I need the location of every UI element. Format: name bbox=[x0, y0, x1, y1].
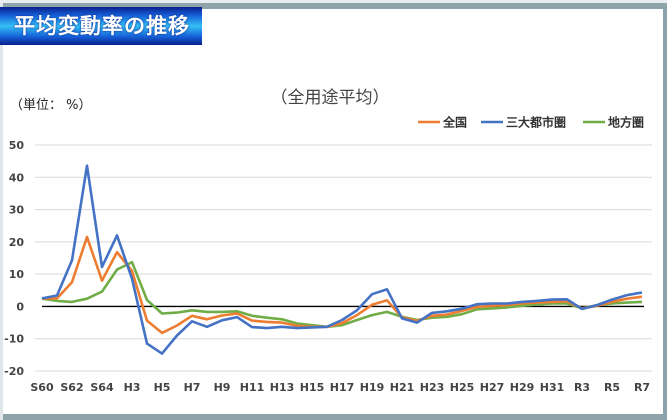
x-tick-label: H19 bbox=[360, 381, 385, 394]
y-tick-label: -20 bbox=[4, 365, 24, 378]
chart-title: （全用途平均） bbox=[271, 88, 390, 108]
x-tick-label: S62 bbox=[60, 381, 83, 394]
legend: 全国 三大都市圏 地方圏 bbox=[418, 115, 644, 130]
legend-label: 三大都市圏 bbox=[506, 115, 566, 130]
x-tick-label: H17 bbox=[330, 381, 355, 394]
x-tick-label: H15 bbox=[300, 381, 325, 394]
y-tick-label: -10 bbox=[4, 333, 24, 346]
grid-lines bbox=[35, 144, 652, 372]
x-axis-labels: S60 S62 S64 H3 H5 H7 H9 H11 H13 H15 H17 H19 H21 H23 H2… bbox=[30, 381, 650, 394]
x-tick-label: H7 bbox=[184, 381, 201, 394]
x-tick-label: R5 bbox=[604, 381, 620, 394]
y-tick-label: 40 bbox=[9, 171, 25, 184]
x-tick-label: H29 bbox=[510, 381, 535, 394]
series-line bbox=[41, 260, 643, 329]
series-lines bbox=[41, 164, 643, 355]
frame-right-border bbox=[663, 3, 667, 420]
frame-top-highlight bbox=[0, 0, 667, 3]
x-tick-label: R7 bbox=[634, 381, 650, 394]
frame-top-border bbox=[0, 3, 667, 9]
page-title: 平均変動率の推移 bbox=[0, 7, 202, 45]
x-tick-label: R3 bbox=[574, 381, 590, 394]
y-tick-label: 10 bbox=[9, 268, 25, 281]
y-tick-label: 50 bbox=[9, 139, 25, 152]
frame-left-border bbox=[0, 3, 3, 420]
frame-bottom-border bbox=[0, 414, 667, 420]
x-tick-label: S64 bbox=[90, 381, 114, 394]
x-tick-label: H13 bbox=[270, 381, 295, 394]
y-tick-label: 30 bbox=[9, 204, 25, 217]
x-tick-label: H31 bbox=[540, 381, 565, 394]
y-tick-label: 0 bbox=[16, 300, 24, 313]
legend-label: 全国 bbox=[442, 115, 467, 130]
legend-label: 地方圏 bbox=[608, 115, 644, 130]
x-tick-label: H23 bbox=[420, 381, 445, 394]
x-tick-label: H11 bbox=[240, 381, 265, 394]
x-tick-label: H21 bbox=[390, 381, 415, 394]
unit-label: （単位： %） bbox=[10, 97, 92, 113]
series-line bbox=[41, 164, 643, 355]
x-tick-label: H9 bbox=[214, 381, 231, 394]
y-tick-label: 20 bbox=[9, 236, 25, 249]
x-tick-label: H25 bbox=[450, 381, 475, 394]
series-line bbox=[42, 235, 643, 335]
y-axis-labels: 50 40 30 20 10 0 -10 -20 bbox=[4, 139, 24, 378]
x-tick-label: H27 bbox=[480, 381, 505, 394]
x-tick-label: S60 bbox=[30, 381, 54, 394]
x-tick-label: H5 bbox=[154, 381, 171, 394]
x-tick-label: H3 bbox=[124, 381, 141, 394]
